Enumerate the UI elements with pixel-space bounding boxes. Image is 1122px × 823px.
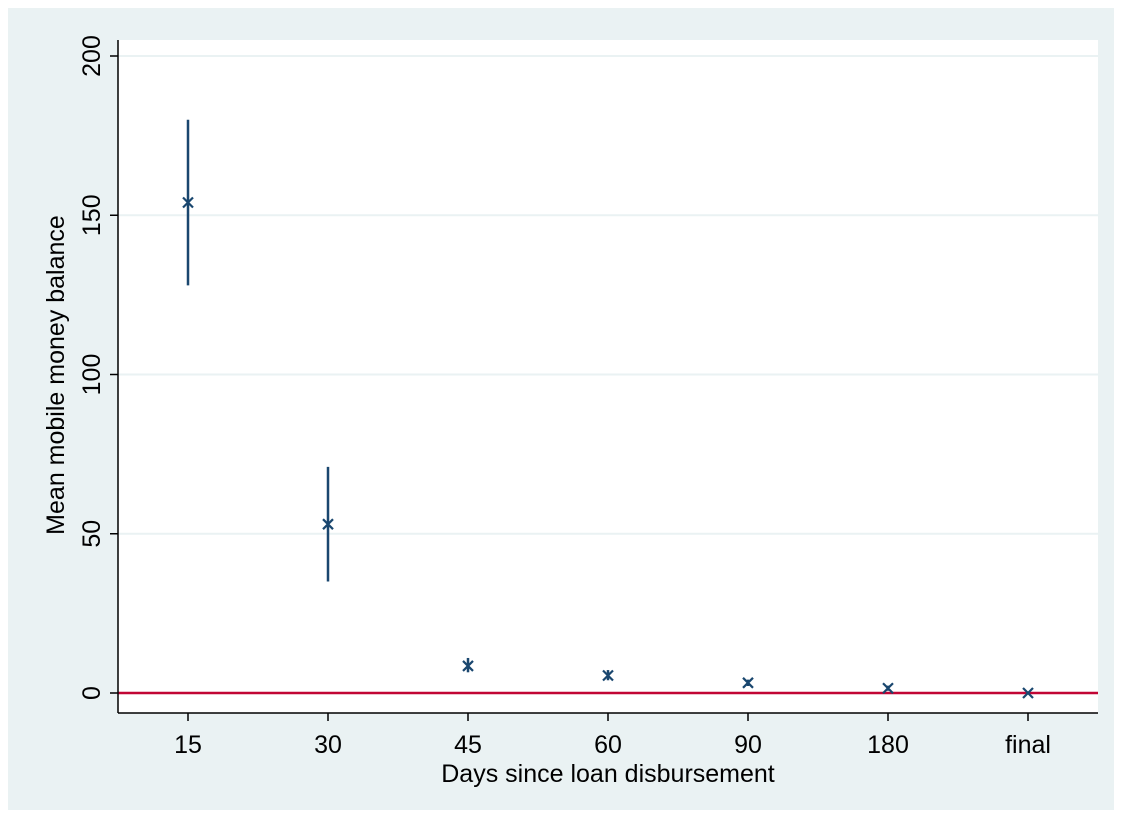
point-60 xyxy=(602,669,614,682)
point-30 xyxy=(322,518,334,530)
x-axis-title: Days since loan disbursement xyxy=(441,760,775,788)
point-marker-stroke-b xyxy=(462,660,474,672)
y-tick-label-0: 0 xyxy=(78,686,106,700)
x-tick-label-final: final xyxy=(1005,731,1051,759)
data-points xyxy=(182,196,1034,699)
point-marker-stroke-b xyxy=(742,677,754,689)
point-marker-stroke-b xyxy=(182,196,194,209)
y-tick-label-100: 100 xyxy=(78,354,106,396)
x-tick-label-180: 180 xyxy=(867,731,909,759)
x-tick-label-60: 60 xyxy=(594,731,622,759)
x-tick-label-90: 90 xyxy=(734,731,762,759)
point-45 xyxy=(462,660,474,672)
point-15 xyxy=(182,196,194,209)
point-marker-stroke-b xyxy=(602,669,614,682)
y-tick-label-50: 50 xyxy=(78,520,106,548)
y-tick-label-200: 200 xyxy=(78,35,106,77)
plot-area xyxy=(118,40,1098,713)
x-tick-label-15: 15 xyxy=(174,731,202,759)
axes: 0 50 100 150 200 15 30 45 60 90 180 final xyxy=(78,35,1098,759)
x-tick-label-30: 30 xyxy=(314,731,342,759)
point-marker-stroke-b xyxy=(882,682,894,695)
point-180 xyxy=(882,682,894,695)
point-final xyxy=(1022,687,1034,699)
point-marker-stroke-b xyxy=(322,518,334,530)
y-tick-label-150: 150 xyxy=(78,194,106,236)
y-axis-title: Mean mobile money balance xyxy=(42,215,70,535)
point-90 xyxy=(742,677,754,689)
x-tick-label-45: 45 xyxy=(454,731,482,759)
point-marker-stroke-b xyxy=(1022,687,1034,699)
